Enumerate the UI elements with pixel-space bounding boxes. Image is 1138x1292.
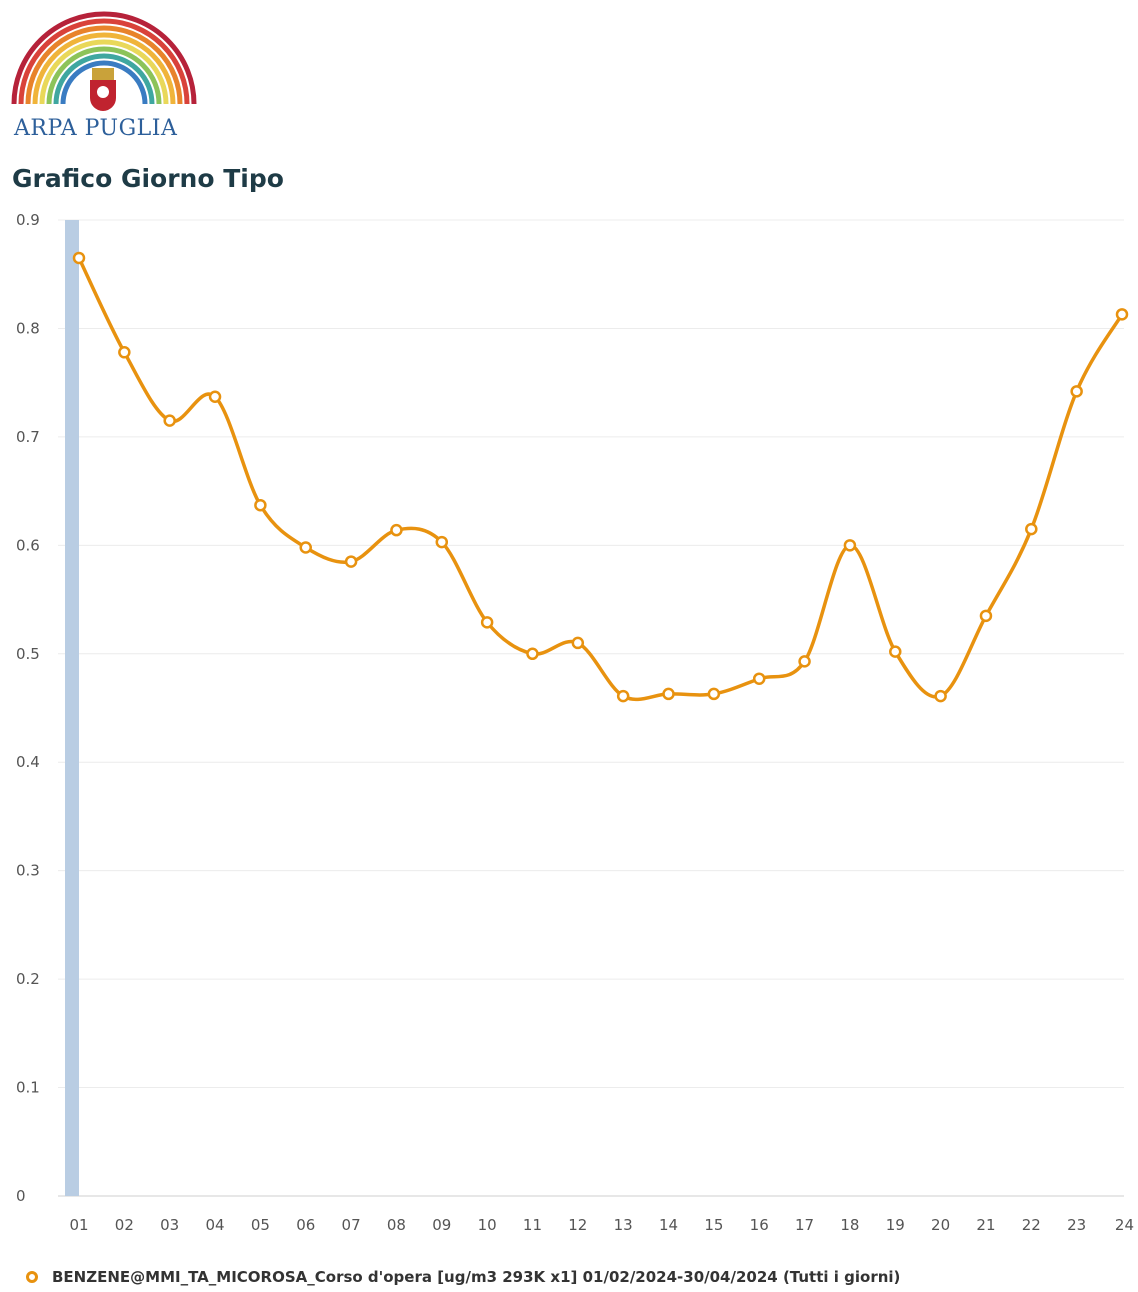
- y-tick-label: 0.4: [16, 753, 40, 771]
- x-tick-label: 21: [976, 1216, 995, 1234]
- crest-icon: [90, 68, 116, 111]
- x-tick-label: 10: [478, 1216, 497, 1234]
- y-tick-label: 0.1: [16, 1079, 40, 1097]
- data-point[interactable]: [934, 689, 947, 703]
- data-point[interactable]: [118, 346, 131, 359]
- data-point[interactable]: [163, 414, 176, 427]
- y-tick-label: 0.6: [16, 536, 40, 554]
- data-point[interactable]: [208, 390, 222, 404]
- grid-lines: [58, 219, 1124, 1197]
- data-point[interactable]: [390, 523, 403, 537]
- x-tick-label: 24: [1115, 1216, 1134, 1234]
- legend-series-label: BENZENE@MMI_TA_MICOROSA_Corso d'opera [u…: [52, 1268, 901, 1286]
- data-point[interactable]: [752, 672, 766, 685]
- data-point[interactable]: [72, 251, 86, 265]
- y-tick-label: 0.7: [16, 428, 40, 446]
- arpa-puglia-logo: [11, 11, 197, 111]
- y-tick-label: 0: [16, 1187, 26, 1205]
- x-tick-label: 05: [251, 1216, 270, 1234]
- page-title: Grafico Giorno Tipo: [12, 164, 284, 193]
- x-tick-label: 04: [205, 1216, 224, 1234]
- x-axis-tick-labels: 01 02 03 04 05 06 07 08 09 10 11 12 13 14 15 16 17 18 19 20…: [69, 1216, 1134, 1234]
- data-point[interactable]: [979, 609, 993, 623]
- y-tick-label: 0.3: [16, 862, 40, 880]
- series-points: [72, 251, 1129, 703]
- x-tick-label: 22: [1022, 1216, 1041, 1234]
- x-tick-label: 13: [614, 1216, 633, 1234]
- x-tick-label: 09: [432, 1216, 451, 1234]
- x-tick-label: 19: [886, 1216, 905, 1234]
- x-tick-label: 20: [931, 1216, 950, 1234]
- data-point[interactable]: [299, 541, 312, 554]
- data-point[interactable]: [526, 647, 539, 661]
- y-tick-label: 0.2: [16, 970, 40, 988]
- highlighted-hour-band: [65, 220, 79, 1196]
- x-tick-label: 12: [568, 1216, 587, 1234]
- x-tick-label: 03: [160, 1216, 179, 1234]
- x-tick-label: 06: [296, 1216, 315, 1234]
- data-point[interactable]: [798, 655, 811, 668]
- x-tick-label: 18: [840, 1216, 859, 1234]
- x-tick-label: 08: [387, 1216, 406, 1234]
- data-point[interactable]: [889, 645, 902, 658]
- y-tick-label: 0.5: [16, 645, 40, 663]
- data-point[interactable]: [254, 498, 267, 512]
- x-tick-label: 16: [750, 1216, 769, 1234]
- data-point[interactable]: [435, 535, 449, 549]
- data-point[interactable]: [1025, 522, 1038, 536]
- legend-marker-icon: [26, 1271, 38, 1283]
- x-tick-label: 07: [342, 1216, 361, 1234]
- data-point[interactable]: [616, 689, 630, 703]
- data-point[interactable]: [662, 687, 675, 701]
- logo-text: ARPA PUGLIA: [14, 116, 178, 141]
- data-point[interactable]: [571, 636, 585, 650]
- x-tick-label: 17: [795, 1216, 814, 1234]
- chart: 00.10.20.30.40.50.60.70.80.9 01 02 03 04 05 0…: [16, 211, 1134, 1234]
- x-tick-label: 01: [69, 1216, 88, 1234]
- x-tick-label: 02: [115, 1216, 134, 1234]
- x-tick-label: 23: [1067, 1216, 1086, 1234]
- y-tick-label: 0.8: [16, 319, 40, 337]
- y-tick-label: 0.9: [16, 211, 40, 229]
- data-point[interactable]: [1070, 385, 1083, 398]
- data-point[interactable]: [344, 555, 358, 568]
- legend[interactable]: BENZENE@MMI_TA_MICOROSA_Corso d'opera [u…: [26, 1268, 900, 1286]
- x-tick-label: 11: [523, 1216, 542, 1234]
- series-line: [77, 256, 1124, 702]
- data-point[interactable]: [480, 616, 494, 629]
- x-tick-label: 14: [659, 1216, 678, 1234]
- x-tick-label: 15: [704, 1216, 723, 1234]
- data-point[interactable]: [843, 539, 857, 552]
- data-point[interactable]: [707, 687, 721, 701]
- data-point[interactable]: [1115, 308, 1129, 321]
- y-axis-tick-labels: 0 0.1 0.2 0.3 0.4 0.5 0.6 0.7 0.8 0.9: [16, 211, 40, 1205]
